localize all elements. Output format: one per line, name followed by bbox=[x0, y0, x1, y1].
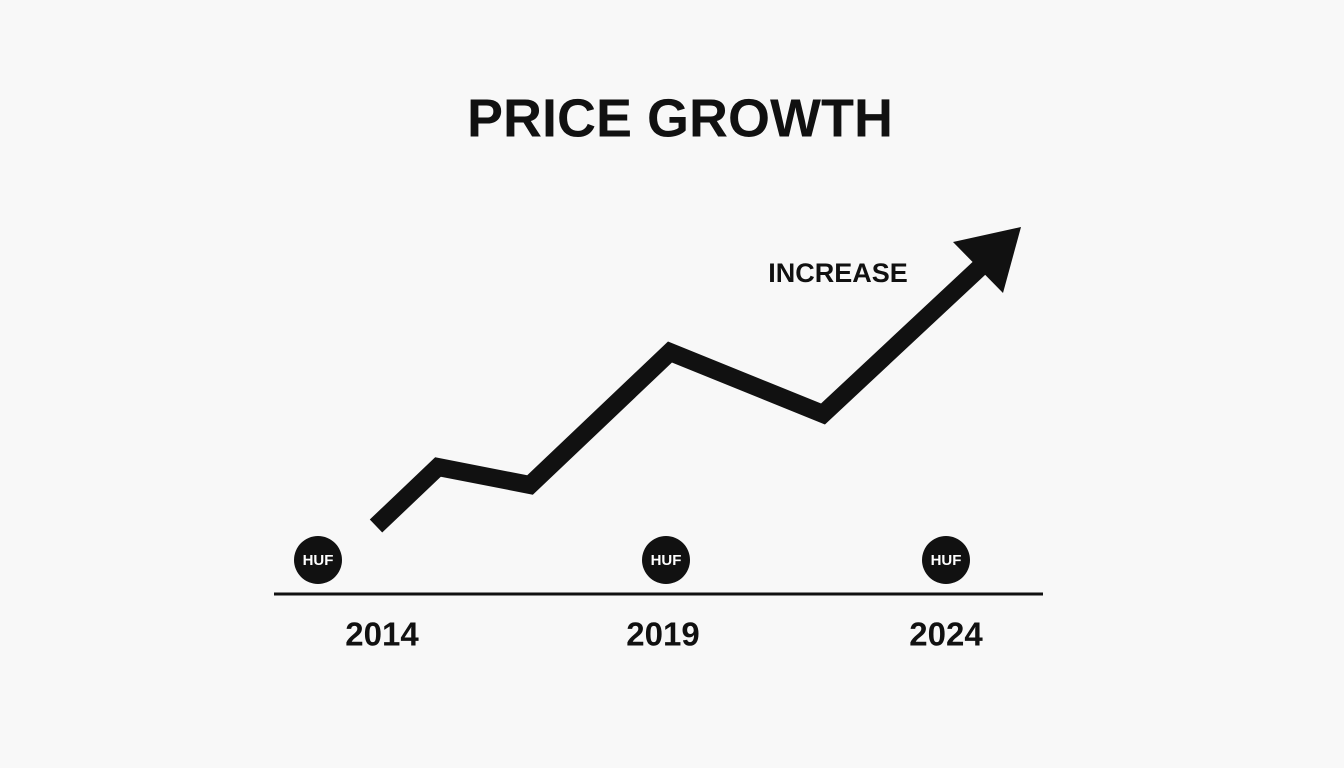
year-label: 2024 bbox=[909, 616, 983, 653]
trend-line bbox=[369, 251, 997, 533]
annotation: INCREASE bbox=[768, 258, 908, 288]
title: PRICE GROWTH bbox=[467, 88, 893, 148]
arrow-head bbox=[953, 227, 1021, 293]
currency-label: HUF bbox=[303, 552, 334, 569]
markers: HUF 2014 HUF 2019 HUF 2024 bbox=[294, 536, 983, 653]
currency-badge bbox=[642, 536, 690, 584]
year-label: 2014 bbox=[345, 616, 419, 653]
currency-badge bbox=[922, 536, 970, 584]
currency-label: HUF bbox=[931, 552, 962, 569]
currency-badge bbox=[294, 536, 342, 584]
currency-label: HUF bbox=[651, 552, 682, 569]
year-label: 2019 bbox=[626, 616, 699, 653]
